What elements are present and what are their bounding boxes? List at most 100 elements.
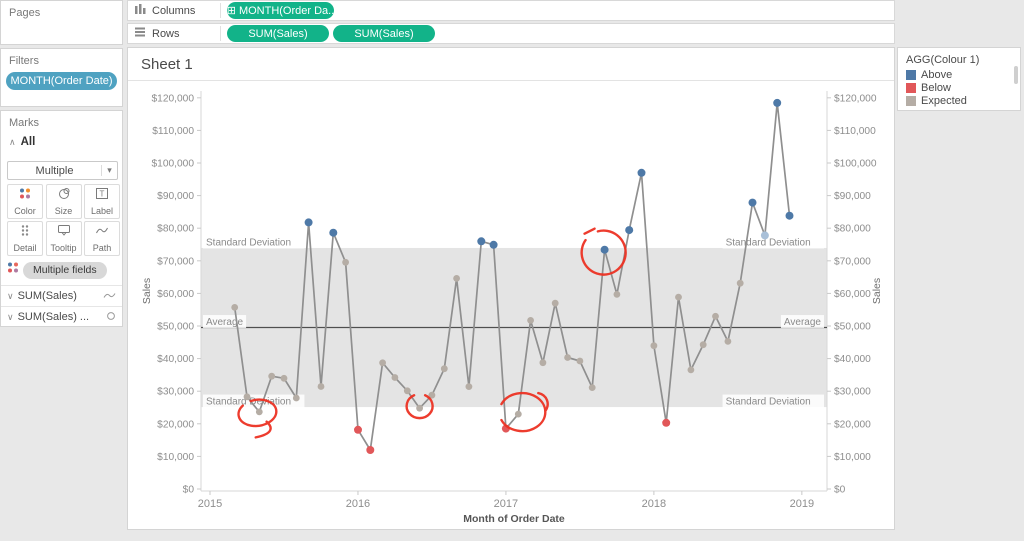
data-point[interactable] <box>317 383 325 390</box>
pill-sum-sales-2[interactable]: SUM(Sales) <box>333 25 435 42</box>
std-dev-label-upper-right-chip <box>722 235 824 249</box>
std-dev-label-upper-left-chip <box>203 235 305 249</box>
size-button[interactable]: Size <box>45 184 82 219</box>
legend-item-above[interactable]: Above <box>898 69 1020 82</box>
data-point[interactable] <box>600 245 609 254</box>
data-point[interactable] <box>613 291 621 298</box>
expand-caret-icon[interactable]: ∨ <box>7 290 14 301</box>
data-point[interactable] <box>366 446 375 454</box>
data-point[interactable] <box>736 279 744 287</box>
data-point[interactable] <box>489 240 498 249</box>
shelf-divider <box>220 26 221 41</box>
pages-shelf[interactable]: Pages <box>0 0 123 45</box>
data-point[interactable] <box>243 393 251 401</box>
data-point[interactable] <box>675 293 682 301</box>
path-button[interactable]: Path <box>84 221 120 256</box>
pill-sum-sales-1[interactable]: SUM(Sales) <box>227 25 329 42</box>
data-point[interactable] <box>588 384 596 391</box>
data-point[interactable] <box>724 338 732 345</box>
svg-text:T: T <box>100 190 105 199</box>
data-point[interactable] <box>231 304 239 311</box>
columns-shelf: Columns ⊞ MONTH(Order Da.. <box>127 0 895 21</box>
y-axis-tick-label-right: $110,000 <box>834 126 876 137</box>
data-point[interactable] <box>712 312 719 320</box>
marks-card: Marks ∧ All Multiple ▾ Color Size <box>0 110 123 327</box>
marks-button-grid: Color Size T Label Detail <box>7 184 120 256</box>
legend-scrollbar[interactable] <box>1014 66 1018 84</box>
tooltip-button[interactable]: Tooltip <box>45 221 82 256</box>
x-axis-tick-label: 2015 <box>198 498 222 510</box>
data-point[interactable] <box>292 394 300 402</box>
data-point[interactable] <box>699 341 707 349</box>
legend-title: AGG(Colour 1) <box>906 54 980 66</box>
detail-button[interactable]: Detail <box>7 221 43 256</box>
annotation-stroke <box>500 391 549 433</box>
mark-card-sum-sales-circle[interactable]: ∨ SUM(Sales) ... <box>1 306 122 327</box>
data-point[interactable] <box>662 418 671 427</box>
data-point[interactable] <box>773 98 782 107</box>
data-point[interactable] <box>428 391 436 399</box>
data-point[interactable] <box>748 198 757 207</box>
data-point[interactable] <box>280 374 288 382</box>
data-point[interactable] <box>453 275 460 282</box>
label-button[interactable]: T Label <box>84 184 120 219</box>
multiple-fields-row: Multiple fields <box>6 261 107 279</box>
data-point[interactable] <box>379 359 386 367</box>
marks-card-header-all[interactable]: ∧ All <box>9 136 36 148</box>
data-point[interactable] <box>576 357 584 365</box>
data-point[interactable] <box>527 317 534 324</box>
data-point[interactable] <box>354 425 362 434</box>
std-dev-label-lower-right: Standard Deviation <box>726 397 811 408</box>
data-point[interactable] <box>477 237 486 246</box>
collapse-caret-icon[interactable]: ∧ <box>9 136 16 147</box>
data-point[interactable] <box>625 226 634 235</box>
data-point[interactable] <box>760 231 769 240</box>
data-point[interactable] <box>514 410 522 418</box>
annotation-stroke <box>580 227 627 276</box>
data-point[interactable] <box>539 359 547 367</box>
data-point[interactable] <box>416 404 423 412</box>
data-point[interactable] <box>785 211 794 220</box>
filters-shelf: Filters MONTH(Order Date) <box>0 48 123 107</box>
data-point[interactable] <box>440 365 448 373</box>
data-point[interactable] <box>687 366 695 374</box>
average-label-left-chip <box>203 315 247 329</box>
columns-icon <box>134 2 148 20</box>
pages-title: Pages <box>9 7 41 19</box>
legend-item-expected[interactable]: Expected <box>898 95 1020 108</box>
data-point[interactable] <box>637 168 646 177</box>
filter-pill-month-order-date[interactable]: MONTH(Order Date) <box>6 72 117 90</box>
multiple-fields-pill[interactable]: Multiple fields <box>23 261 107 279</box>
sales-trend-line <box>233 102 791 451</box>
data-point[interactable] <box>391 374 399 381</box>
sales-line-chart[interactable]: $0 $0 $10,000 $10,000 $20,000 $20,000 $30,000 $… <box>128 81 896 531</box>
data-point[interactable] <box>268 372 276 380</box>
data-point[interactable] <box>255 408 263 416</box>
below-swatch <box>906 83 916 93</box>
y-axis-tick-label-right: $10,000 <box>834 452 871 463</box>
color-button[interactable]: Color <box>7 184 43 219</box>
mark-type-dropdown[interactable]: Multiple ▾ <box>7 161 118 180</box>
mark-card-sum-sales-line[interactable]: ∨ SUM(Sales) <box>1 285 122 306</box>
above-swatch <box>906 70 916 80</box>
expand-caret-icon[interactable]: ∨ <box>7 311 14 322</box>
data-point[interactable] <box>342 258 349 266</box>
chevron-down-icon[interactable]: ▾ <box>101 165 117 176</box>
data-point[interactable] <box>403 387 411 395</box>
data-point[interactable] <box>329 228 338 237</box>
data-point[interactable] <box>650 342 658 350</box>
data-point[interactable] <box>304 218 313 227</box>
data-point[interactable] <box>465 383 473 390</box>
data-point[interactable] <box>564 354 571 361</box>
color-legend: AGG(Colour 1) Above Below Expected <box>897 47 1021 111</box>
size-icon <box>57 187 71 205</box>
y-axis-tick-label: $50,000 <box>157 322 194 333</box>
pill-month-order-date[interactable]: ⊞ MONTH(Order Da.. <box>227 2 334 19</box>
legend-item-below[interactable]: Below <box>898 82 1020 95</box>
data-point[interactable] <box>551 299 559 307</box>
shelf-divider <box>220 3 221 18</box>
x-axis-tick-label: 2016 <box>346 498 370 510</box>
std-dev-label-lower-left: Standard Deviation <box>206 397 291 408</box>
rows-shelf: Rows SUM(Sales) SUM(Sales) <box>127 23 895 44</box>
